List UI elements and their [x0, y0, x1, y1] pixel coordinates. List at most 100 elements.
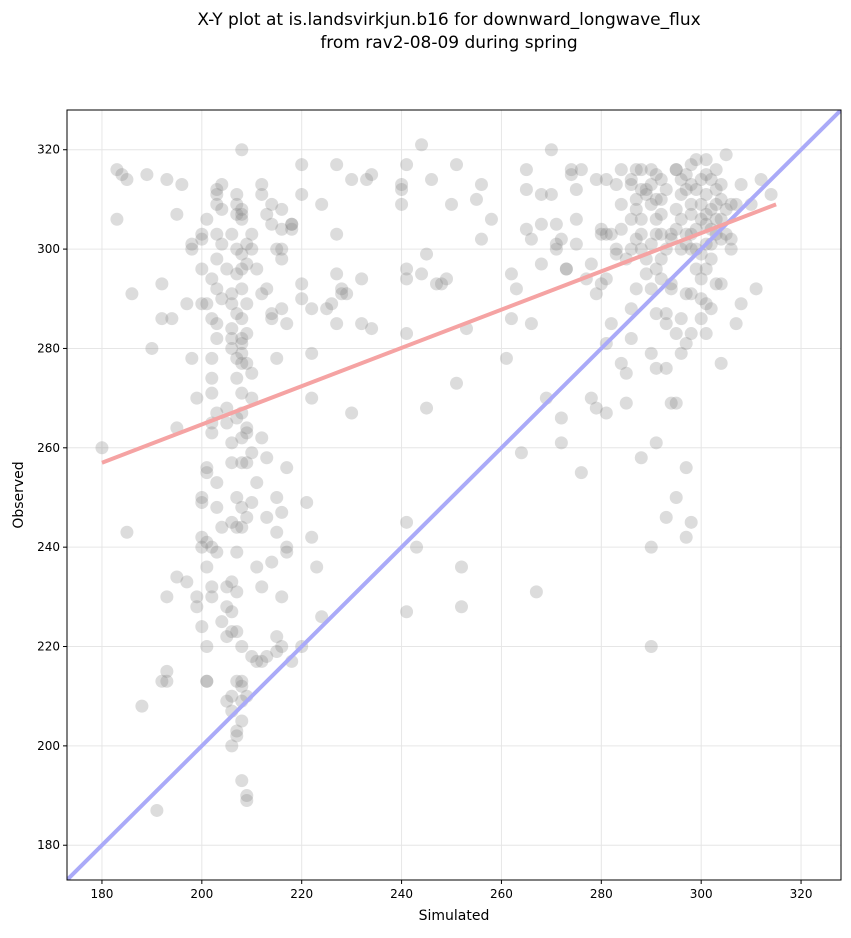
- data-point: [340, 287, 354, 301]
- data-point: [684, 207, 698, 221]
- data-point: [624, 242, 638, 256]
- data-point: [125, 287, 139, 301]
- data-point: [260, 649, 274, 663]
- data-point: [574, 466, 588, 480]
- data-point: [634, 182, 648, 196]
- data-point: [235, 247, 249, 261]
- data-point: [160, 590, 174, 604]
- data-point: [230, 207, 244, 221]
- data-point: [260, 282, 274, 296]
- data-point: [679, 461, 693, 475]
- data-point: [604, 227, 618, 241]
- data-point: [415, 138, 429, 152]
- data-point: [195, 620, 209, 634]
- data-point: [220, 416, 234, 430]
- data-point: [230, 585, 244, 599]
- data-point: [235, 640, 249, 654]
- data-point: [649, 262, 663, 276]
- data-point: [160, 173, 174, 187]
- data-point: [649, 168, 663, 182]
- data-point: [519, 163, 533, 177]
- data-point: [225, 322, 239, 336]
- data-point: [624, 178, 638, 192]
- data-point: [534, 187, 548, 201]
- data-point: [734, 297, 748, 311]
- data-point: [330, 267, 344, 281]
- data-point: [295, 292, 309, 306]
- data-point: [430, 277, 444, 291]
- data-point: [664, 227, 678, 241]
- data-point: [360, 173, 374, 187]
- data-point: [599, 173, 613, 187]
- data-point: [285, 217, 299, 231]
- data-point: [639, 267, 653, 281]
- data-point: [160, 674, 174, 688]
- data-point: [205, 426, 219, 440]
- data-point: [230, 724, 244, 738]
- data-point: [325, 297, 339, 311]
- data-point: [200, 461, 214, 475]
- data-point: [120, 525, 134, 539]
- data-point: [335, 282, 349, 296]
- data-point: [265, 307, 279, 321]
- data-point: [200, 466, 214, 480]
- data-point: [724, 232, 738, 246]
- data-point: [484, 212, 498, 226]
- data-point: [270, 525, 284, 539]
- data-point: [504, 267, 518, 281]
- data-point: [210, 197, 224, 211]
- chart-title-line1: X-Y plot at is.landsvirkjun.b16 for down…: [197, 10, 700, 30]
- data-point: [694, 173, 708, 187]
- data-point: [225, 436, 239, 450]
- data-point: [355, 317, 369, 331]
- data-point: [255, 580, 269, 594]
- data-point: [230, 729, 244, 743]
- data-point: [420, 401, 434, 415]
- data-point: [155, 312, 169, 326]
- data-point: [709, 182, 723, 196]
- data-point: [300, 495, 314, 509]
- data-point: [205, 580, 219, 594]
- data-point: [220, 401, 234, 415]
- data-point: [195, 262, 209, 276]
- data-point: [415, 267, 429, 281]
- x-tick-label: 280: [590, 887, 613, 901]
- data-point: [230, 520, 244, 534]
- data-point: [335, 287, 349, 301]
- data-point: [674, 242, 688, 256]
- data-point: [529, 585, 543, 599]
- data-point: [195, 495, 209, 509]
- data-point: [395, 197, 409, 211]
- data-point: [260, 451, 274, 465]
- x-tick-label: 180: [91, 887, 114, 901]
- data-point: [200, 674, 214, 688]
- data-point: [709, 277, 723, 291]
- data-point: [454, 600, 468, 614]
- data-point: [110, 163, 124, 177]
- data-point: [235, 207, 249, 221]
- data-point: [345, 173, 359, 187]
- data-point: [524, 232, 538, 246]
- data-point: [549, 237, 563, 251]
- data-point: [235, 356, 249, 370]
- data-point: [305, 391, 319, 405]
- data-point: [205, 272, 219, 286]
- data-point: [509, 282, 523, 296]
- data-point: [729, 197, 743, 211]
- reference-lines: [67, 110, 841, 880]
- data-point: [699, 207, 713, 221]
- data-point: [275, 202, 289, 216]
- data-point: [534, 217, 548, 231]
- data-point: [260, 510, 274, 524]
- data-point: [694, 197, 708, 211]
- data-point: [634, 163, 648, 177]
- data-point: [559, 262, 573, 276]
- data-point: [639, 182, 653, 196]
- data-point: [240, 297, 254, 311]
- data-point: [674, 312, 688, 326]
- data-point: [195, 232, 209, 246]
- y-tick-label: 320: [37, 143, 60, 157]
- data-point: [764, 187, 778, 201]
- data-point: [205, 351, 219, 365]
